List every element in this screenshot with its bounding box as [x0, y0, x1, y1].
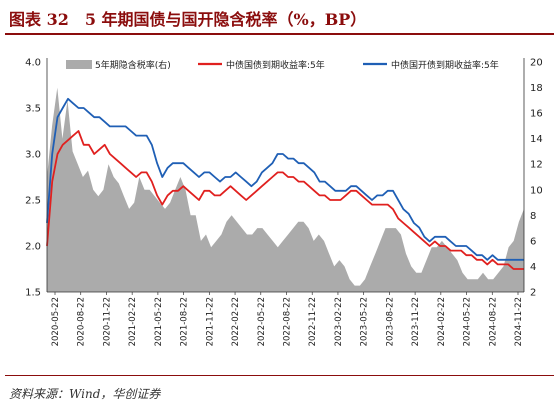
title-divider — [5, 33, 554, 35]
x-tick-label: 2022-02-22 — [231, 297, 241, 346]
y-left-tick-label: 4.0 — [25, 58, 41, 69]
axes: 1.5 2.0 2.5 3.0 3.5 4.0 2 4 6 8 10 12 14 16 18 20 2020-0… — [25, 58, 543, 347]
series-line-gov — [46, 130, 524, 270]
series-area-tax — [47, 87, 524, 292]
y-right-tick-label: 6 — [530, 236, 536, 247]
legend: 5年期隐含税率(右) 中债国债到期收益率:5年 中债国开债到期收益率:5年 — [66, 59, 499, 71]
y-left-tick-label: 1.5 — [25, 288, 41, 299]
x-tick-label: 2024-02-22 — [437, 297, 447, 346]
y-right-tick-label: 20 — [530, 58, 543, 69]
x-tick-label: 2024-11-22 — [514, 297, 524, 346]
y-right-tick-label: 2 — [530, 288, 536, 299]
x-tick-label: 2022-08-22 — [283, 297, 293, 346]
y-left-tick-label: 3.5 — [25, 104, 41, 115]
legend-label-tax: 5年期隐含税率(右) — [95, 59, 171, 71]
x-tick-label: 2023-08-22 — [385, 297, 395, 346]
y-right-tick-label: 4 — [530, 262, 536, 273]
source-divider — [5, 375, 554, 376]
x-tick-label: 2022-11-22 — [308, 297, 318, 346]
series-line-cdb — [46, 97, 524, 261]
y-left-tick-label: 2.5 — [25, 196, 41, 207]
x-tick-label: 2021-02-22 — [128, 297, 138, 346]
y-right-tick-label: 8 — [530, 211, 536, 222]
x-tick-label: 2022-05-22 — [257, 297, 267, 346]
x-tick-label: 2021-05-22 — [154, 297, 164, 346]
x-tick-label: 2020-11-22 — [102, 297, 112, 346]
x-tick-label: 2023-02-22 — [334, 297, 344, 346]
x-tick-label: 2024-08-22 — [488, 297, 498, 346]
legend-label-gov: 中债国债到期收益率:5年 — [226, 59, 325, 71]
plot-area — [46, 87, 524, 292]
y-right-tick-label: 12 — [530, 160, 543, 171]
source-note: 资料来源：Wind，华创证券 — [9, 387, 161, 401]
x-tick-label: 2021-08-22 — [180, 297, 190, 346]
x-tick-label: 2020-05-22 — [51, 297, 61, 346]
y-left-tick-label: 2.0 — [25, 242, 41, 253]
x-tick-label: 2023-11-22 — [411, 297, 421, 346]
y-right-tick-label: 10 — [530, 185, 543, 196]
y-right-tick-label: 14 — [530, 134, 543, 145]
page-title: 图表 32 5 年期国债与国开隐含税率（%，BP） — [9, 10, 367, 29]
x-tick-label: 2024-05-22 — [463, 297, 473, 346]
x-tick-label: 2021-11-22 — [205, 297, 215, 346]
x-tick-label: 2023-05-22 — [360, 297, 370, 346]
y-right-tick-label: 18 — [530, 83, 543, 94]
y-left-tick-label: 3.0 — [25, 150, 41, 161]
legend-label-cdb: 中债国开债到期收益率:5年 — [391, 59, 499, 71]
legend-swatch-tax — [66, 60, 92, 69]
y-right-tick-label: 16 — [530, 109, 543, 120]
x-tick-label: 2020-08-22 — [77, 297, 87, 346]
